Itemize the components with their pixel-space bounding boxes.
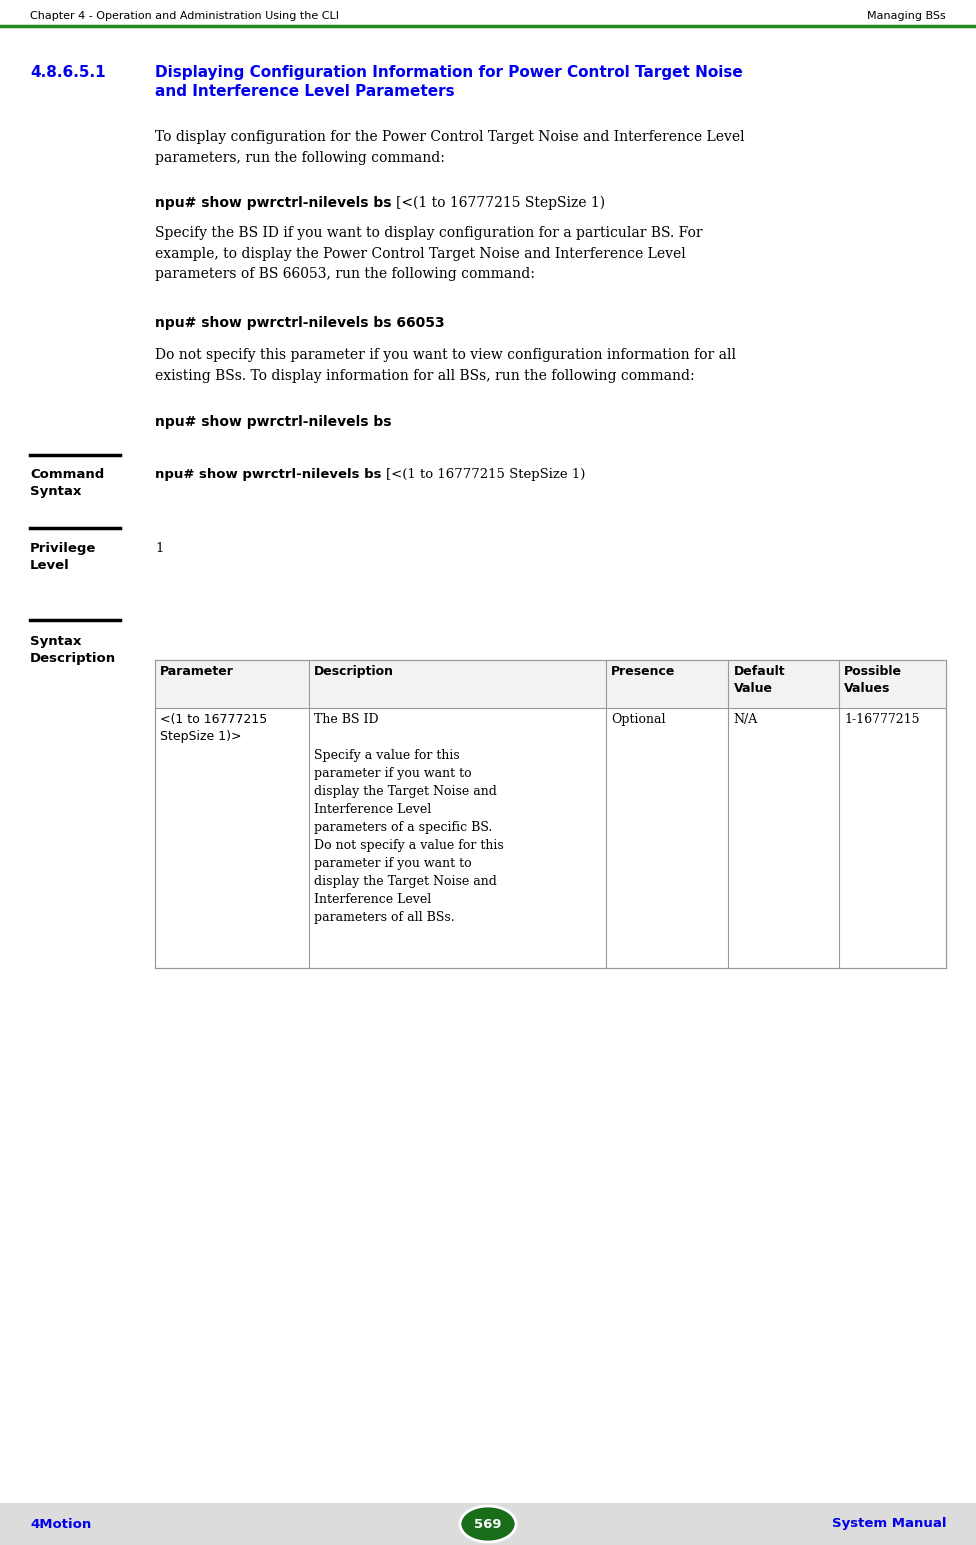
Text: 1-16777215: 1-16777215 — [844, 712, 919, 726]
Text: System Manual: System Manual — [832, 1517, 946, 1531]
Text: npu# show pwrctrl-nilevels bs: npu# show pwrctrl-nilevels bs — [155, 416, 391, 430]
Bar — [155, 660, 946, 969]
Text: Do not specify this parameter if you want to view configuration information for : Do not specify this parameter if you wan… — [155, 348, 736, 383]
Text: Presence: Presence — [611, 664, 675, 678]
Text: npu# show pwrctrl-nilevels bs: npu# show pwrctrl-nilevels bs — [155, 468, 386, 480]
Text: Managing BSs: Managing BSs — [868, 11, 946, 22]
Text: Command
Syntax: Command Syntax — [30, 468, 104, 497]
Text: Syntax
Description: Syntax Description — [30, 635, 116, 664]
Text: [<(1 to 16777215 StepSize 1): [<(1 to 16777215 StepSize 1) — [396, 196, 605, 210]
Text: To display configuration for the Power Control Target Noise and Interference Lev: To display configuration for the Power C… — [155, 130, 745, 165]
Text: 4Motion: 4Motion — [30, 1517, 91, 1531]
Text: Description: Description — [314, 664, 394, 678]
Text: npu# show pwrctrl-nilevels bs: npu# show pwrctrl-nilevels bs — [155, 196, 396, 210]
Text: Optional: Optional — [611, 712, 666, 726]
Text: Privilege
Level: Privilege Level — [30, 542, 97, 572]
Text: Chapter 4 - Operation and Administration Using the CLI: Chapter 4 - Operation and Administration… — [30, 11, 339, 22]
Bar — [155, 660, 946, 708]
Text: 1: 1 — [155, 542, 163, 555]
Text: N/A: N/A — [734, 712, 757, 726]
Ellipse shape — [460, 1506, 516, 1542]
Text: 569: 569 — [474, 1517, 502, 1531]
Text: [<(1 to 16777215 StepSize 1): [<(1 to 16777215 StepSize 1) — [386, 468, 586, 480]
Bar — [0, 1503, 976, 1545]
Text: Displaying Configuration Information for Power Control Target Noise
and Interfer: Displaying Configuration Information for… — [155, 65, 743, 99]
Text: The BS ID

Specify a value for this
parameter if you want to
display the Target : The BS ID Specify a value for this param… — [314, 712, 504, 924]
Text: Default
Value: Default Value — [734, 664, 785, 695]
Text: <(1 to 16777215
StepSize 1)>: <(1 to 16777215 StepSize 1)> — [160, 712, 267, 743]
Text: Possible
Values: Possible Values — [844, 664, 902, 695]
Text: 4.8.6.5.1: 4.8.6.5.1 — [30, 65, 105, 80]
Text: npu# show pwrctrl-nilevels bs 66053: npu# show pwrctrl-nilevels bs 66053 — [155, 317, 445, 331]
Text: Specify the BS ID if you want to display configuration for a particular BS. For
: Specify the BS ID if you want to display… — [155, 226, 703, 281]
Text: Parameter: Parameter — [160, 664, 234, 678]
